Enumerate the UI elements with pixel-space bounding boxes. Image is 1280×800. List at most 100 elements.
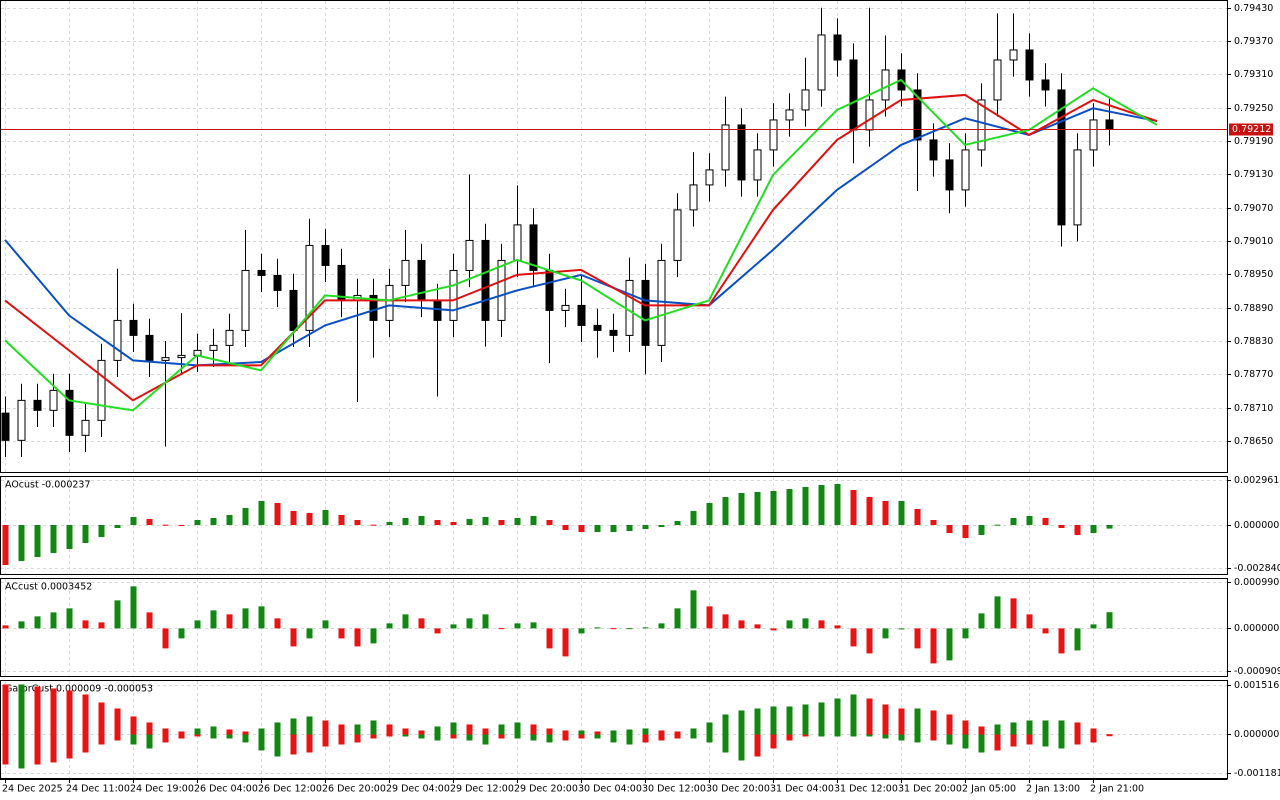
gator-bar <box>306 716 313 735</box>
gator-bar <box>386 724 393 735</box>
histogram-bar <box>226 515 233 525</box>
gator-bar <box>210 726 217 735</box>
gator-bar <box>434 734 441 741</box>
histogram-bar <box>610 525 617 532</box>
gator-bar <box>594 734 601 739</box>
candle-body <box>497 259 506 321</box>
histogram-bar <box>322 620 329 629</box>
gator-bar <box>338 724 345 735</box>
histogram-bar <box>930 519 937 525</box>
gator-bar <box>834 698 841 735</box>
gator-bar <box>210 734 217 739</box>
gator-bar <box>946 714 953 735</box>
y-tick-label: 0.78950 <box>1234 269 1273 280</box>
x-tick-label: 31 Dec 04:00 <box>770 784 834 795</box>
gator-bar <box>450 734 457 739</box>
gator-bar <box>114 734 121 741</box>
histogram-bar <box>498 628 505 630</box>
histogram-bar <box>690 590 697 629</box>
histogram-bar <box>18 621 25 629</box>
histogram-bar <box>450 624 457 629</box>
candle-body <box>369 294 378 321</box>
gator-bar <box>834 734 841 737</box>
histogram-bar <box>82 525 89 543</box>
histogram-bar <box>994 524 1001 526</box>
gator-bar <box>274 722 281 735</box>
gator-bar <box>530 724 537 735</box>
histogram-bar <box>946 525 953 533</box>
candle-body <box>465 239 474 271</box>
histogram-bar <box>1026 614 1033 629</box>
histogram-bar <box>18 525 25 561</box>
histogram-bar <box>770 628 777 631</box>
gator-bar <box>354 724 361 735</box>
histogram-bar <box>162 524 169 526</box>
current-price-label: 0.79212 <box>1232 124 1271 135</box>
gator-bar <box>1074 734 1081 745</box>
candle-body <box>225 329 234 346</box>
candle-body <box>865 99 874 131</box>
gator-bar <box>418 734 425 739</box>
histogram-bar <box>642 627 649 629</box>
histogram-bar <box>50 525 57 553</box>
histogram-bar <box>898 501 905 525</box>
histogram-bar <box>594 627 601 629</box>
histogram-bar <box>1074 525 1081 535</box>
candle-body <box>513 224 522 261</box>
current-price-box <box>1229 123 1273 136</box>
gator-bar <box>498 724 505 735</box>
histogram-bar <box>530 516 537 525</box>
candle-body <box>1 412 10 441</box>
y-tick-label: 0.79310 <box>1234 69 1273 80</box>
histogram-bar <box>322 509 329 525</box>
y-tick-label: 0.78710 <box>1234 403 1273 414</box>
gator-bar <box>98 734 105 745</box>
histogram-bar <box>466 519 473 525</box>
histogram-bar <box>482 614 489 629</box>
gator-bar <box>434 726 441 735</box>
gator-bar <box>226 729 233 735</box>
candle-body <box>81 419 90 436</box>
gator-bar <box>242 734 249 743</box>
histogram-bar <box>866 497 873 525</box>
gator-bar <box>642 734 649 743</box>
gator-bar <box>482 734 489 745</box>
histogram-bar <box>786 620 793 629</box>
gator-bar <box>898 734 905 741</box>
histogram-bar <box>178 628 185 639</box>
y-tick-label: 0.79250 <box>1234 103 1273 114</box>
gator-bar <box>498 734 505 739</box>
histogram-bar <box>802 487 809 525</box>
candle-body <box>609 329 618 336</box>
histogram-bar <box>178 525 185 527</box>
histogram-bar <box>242 608 249 629</box>
x-tick-label: 30 Dec 20:00 <box>706 784 770 795</box>
y-tick-label: 0.000000 <box>1234 729 1279 740</box>
gator-bar <box>562 730 569 735</box>
gator-bar <box>674 731 681 735</box>
candle-body <box>481 239 490 321</box>
candle-body <box>257 269 266 276</box>
x-tick-label: 2 Jan 21:00 <box>1090 784 1144 795</box>
gator-bar <box>34 686 41 735</box>
y-tick-label: 0.79370 <box>1234 36 1273 47</box>
panel-frame <box>0 0 1228 473</box>
candle-body <box>929 139 938 161</box>
gator-bar <box>674 734 681 739</box>
histogram-bar <box>722 497 729 525</box>
gator-bar <box>898 708 905 735</box>
histogram-bar <box>850 490 857 525</box>
gator-bar <box>1010 734 1017 747</box>
histogram-bar <box>706 606 713 629</box>
x-tick-label: 29 Dec 12:00 <box>450 784 514 795</box>
gator-bar <box>658 730 665 735</box>
x-tick-label: 29 Dec 20:00 <box>514 784 578 795</box>
histogram-bar <box>338 515 345 525</box>
gator-bar <box>546 734 553 743</box>
histogram-bar <box>1026 516 1033 525</box>
gator-bar <box>482 728 489 735</box>
histogram-bar <box>274 503 281 525</box>
gator-bar <box>1090 734 1097 743</box>
histogram-bar <box>1090 525 1097 533</box>
y-tick-label: -0.001181 <box>1234 768 1280 779</box>
